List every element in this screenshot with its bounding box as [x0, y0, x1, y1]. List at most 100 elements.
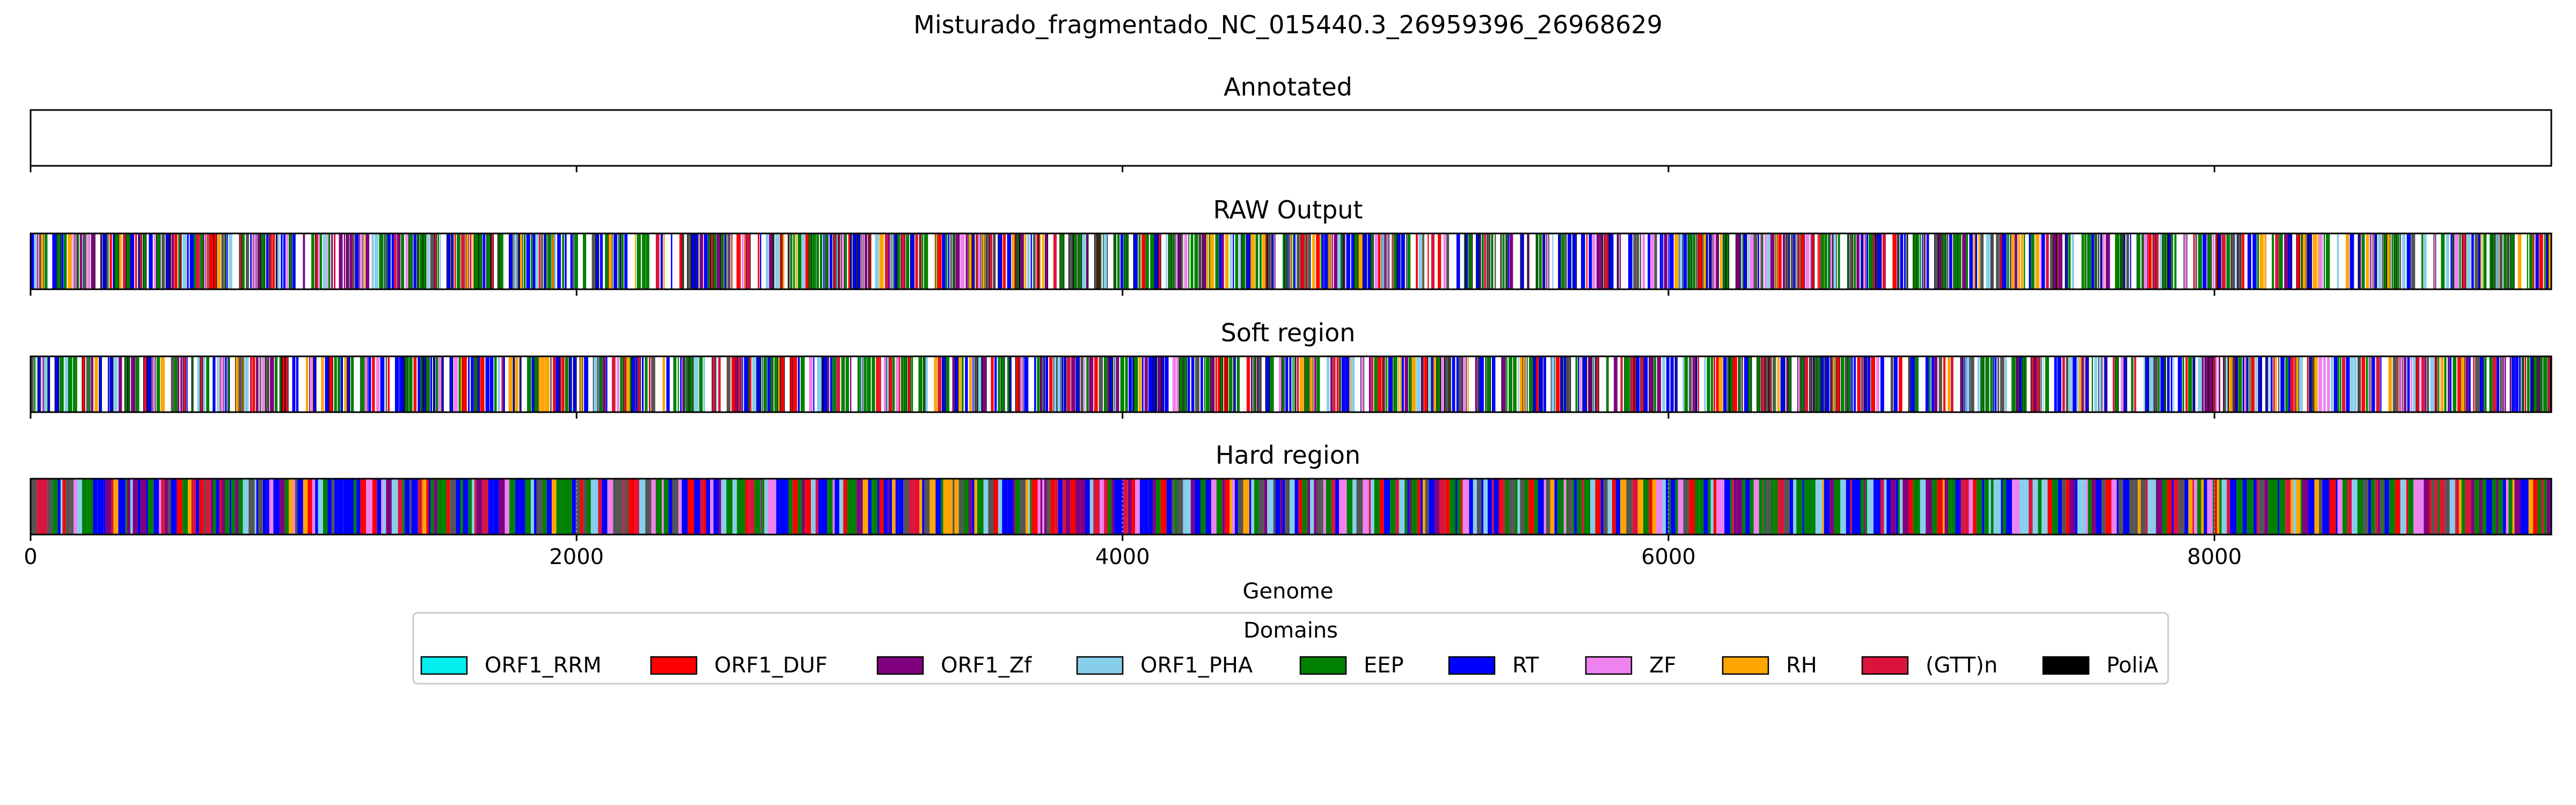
domain-feature — [1066, 479, 1071, 535]
domain-feature — [2156, 233, 2159, 289]
domain-feature — [584, 356, 589, 412]
domain-feature — [909, 479, 913, 535]
domain-feature — [2486, 479, 2492, 535]
domain-feature — [372, 356, 375, 412]
domain-feature — [770, 356, 773, 412]
domain-feature — [2546, 479, 2550, 535]
domain-feature — [2238, 356, 2242, 412]
domain-feature — [1327, 356, 1330, 412]
domain-feature — [1666, 356, 1670, 412]
domain-feature — [286, 233, 288, 289]
domain-feature — [1557, 479, 1564, 535]
domain-feature — [2040, 356, 2042, 412]
domain-feature — [1371, 479, 1374, 535]
domain-feature — [519, 356, 522, 412]
legend-label: EEP — [1364, 653, 1404, 678]
domain-feature — [1417, 479, 1421, 535]
domain-feature — [1345, 356, 1350, 412]
domain-feature — [2016, 356, 2018, 412]
domain-feature — [36, 356, 38, 412]
domain-feature — [2083, 356, 2086, 412]
domain-feature — [1615, 479, 1621, 535]
domain-feature — [430, 233, 434, 289]
domain-feature — [2102, 479, 2106, 535]
domain-feature — [207, 233, 209, 289]
domain-feature — [79, 233, 82, 289]
domain-feature — [2154, 356, 2157, 412]
domain-feature — [1452, 356, 1455, 412]
domain-feature — [2223, 356, 2224, 412]
domain-feature — [1742, 479, 1746, 535]
domain-feature — [2363, 479, 2368, 535]
domain-feature — [830, 356, 833, 412]
domain-feature — [70, 479, 74, 535]
domain-feature — [2489, 356, 2493, 412]
domain-feature — [1246, 356, 1250, 412]
domain-feature — [169, 233, 171, 289]
domain-feature — [518, 233, 519, 289]
domain-feature — [1469, 479, 1473, 535]
domain-feature — [1242, 233, 1246, 289]
domain-feature — [1785, 233, 1788, 289]
x-ticks — [30, 289, 2215, 296]
panel-title: RAW Output — [1213, 195, 1363, 224]
domain-feature — [1993, 479, 1999, 535]
domain-feature — [1283, 233, 1285, 289]
domain-feature — [1188, 233, 1190, 289]
domain-feature — [213, 356, 216, 412]
domain-feature — [1556, 356, 1560, 412]
domain-feature — [1580, 356, 1582, 412]
domain-feature — [2323, 233, 2325, 289]
x-tick-label: 0 — [24, 545, 37, 569]
domain-feature — [1577, 479, 1582, 535]
domain-feature — [1953, 233, 1958, 289]
domain-feature — [2455, 479, 2459, 535]
domain-feature — [1561, 233, 1565, 289]
domain-feature — [2411, 233, 2416, 289]
domain-feature — [678, 479, 682, 535]
domain-feature — [1420, 479, 1423, 535]
domain-feature — [209, 233, 214, 289]
domain-feature — [107, 356, 109, 412]
domain-feature — [975, 356, 978, 412]
domain-feature — [2053, 233, 2057, 289]
domain-feature — [1305, 233, 1307, 289]
domain-feature — [1371, 356, 1374, 412]
domain-feature — [1723, 356, 1727, 412]
domain-feature — [2011, 233, 2015, 289]
domain-feature — [376, 356, 380, 412]
domain-feature — [828, 356, 830, 412]
domain-feature — [408, 233, 413, 289]
domain-stripes — [31, 233, 2552, 290]
domain-feature — [2502, 356, 2504, 412]
domain-feature — [801, 479, 806, 535]
domain-feature — [879, 233, 884, 289]
domain-feature — [613, 479, 617, 535]
domain-feature — [879, 356, 881, 412]
domain-feature — [596, 233, 599, 289]
domain-feature — [1584, 479, 1591, 535]
domain-feature — [2250, 479, 2254, 535]
domain-feature — [860, 479, 863, 535]
domain-feature — [991, 356, 994, 412]
domain-feature — [1886, 479, 1891, 535]
domain-feature — [2246, 356, 2249, 412]
domain-feature — [547, 233, 552, 289]
domain-feature — [1309, 356, 1313, 412]
domain-feature — [2184, 479, 2189, 535]
domain-feature — [1282, 356, 1285, 412]
domain-feature — [2156, 479, 2163, 535]
domain-feature — [1931, 356, 1934, 412]
domain-feature — [850, 479, 857, 535]
domain-feature — [398, 479, 402, 535]
domain-feature — [2461, 356, 2465, 412]
domain-feature — [2058, 233, 2062, 289]
domain-feature — [2214, 479, 2218, 535]
domain-feature — [1811, 233, 1814, 289]
legend-swatch — [1722, 656, 1769, 675]
domain-feature — [1045, 356, 1049, 412]
domain-feature — [1294, 356, 1296, 412]
domain-feature — [2077, 479, 2083, 535]
domain-feature — [2115, 233, 2119, 289]
